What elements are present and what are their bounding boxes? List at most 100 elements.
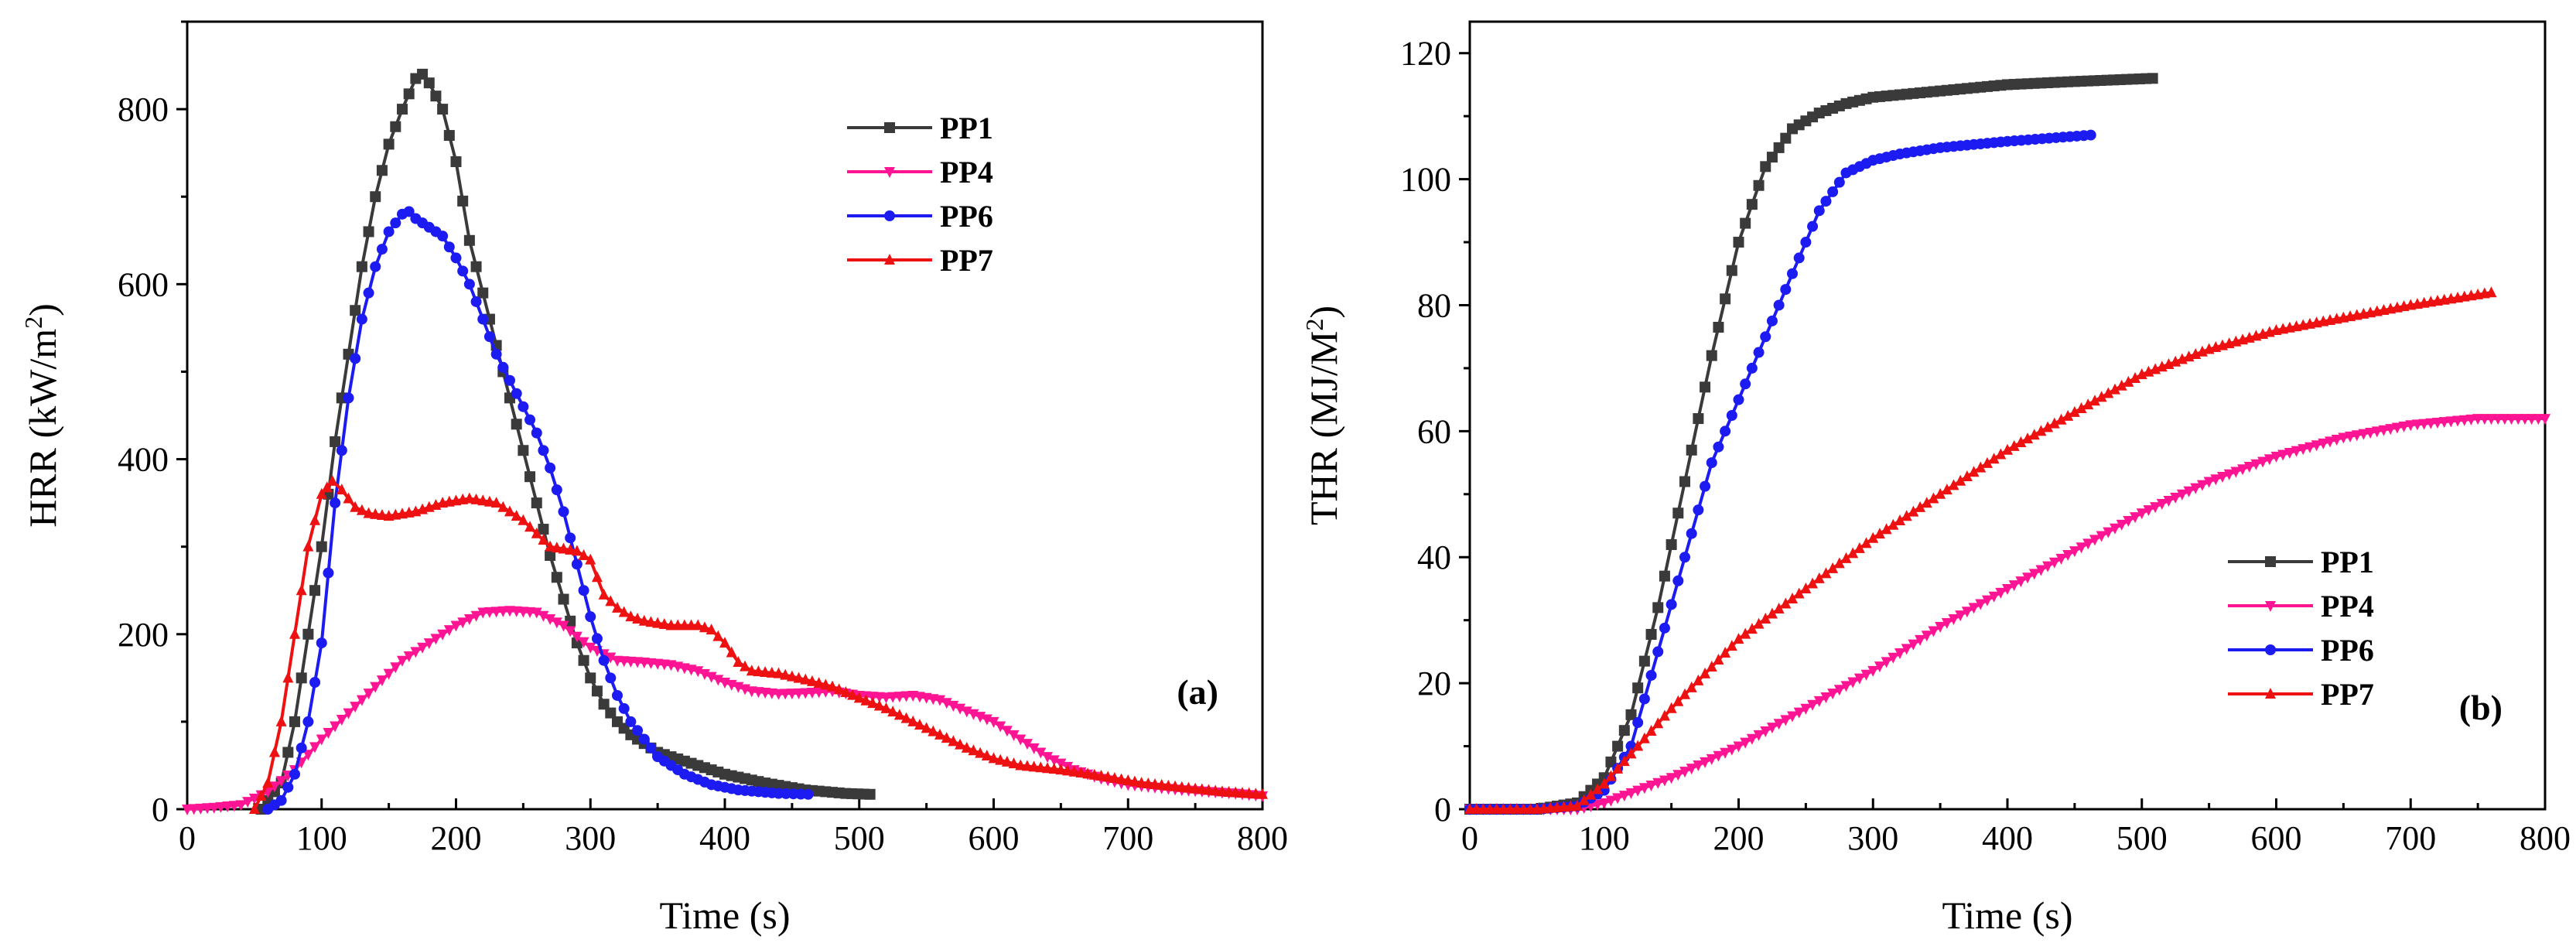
- data-point: [1163, 779, 1174, 791]
- data-point: [1666, 538, 1677, 550]
- y-axis-title: HRR (kW/m2): [19, 303, 64, 528]
- data-point: [2345, 431, 2356, 443]
- data-point: [786, 689, 798, 700]
- data-point: [2263, 454, 2275, 466]
- data-point: [893, 709, 905, 720]
- data-point: [1813, 572, 1825, 583]
- data-point: [330, 721, 341, 733]
- data-point: [995, 754, 1006, 765]
- data-point: [1740, 217, 1751, 229]
- data-point: [591, 571, 603, 583]
- data-point: [363, 226, 374, 238]
- data-point: [2291, 446, 2302, 457]
- data-point: [2069, 546, 2080, 558]
- data-point: [1908, 639, 1919, 651]
- data-point: [1820, 567, 1832, 579]
- data-point: [1230, 786, 1242, 798]
- data-point: [343, 492, 354, 504]
- data-point: [1746, 733, 1758, 745]
- data-point: [1733, 237, 1744, 248]
- data-point: [390, 662, 401, 674]
- data-point: [1847, 677, 1859, 689]
- y-axis-title: THR (MJ/M2): [1300, 306, 1345, 525]
- data-point: [363, 689, 374, 700]
- data-point: [2411, 419, 2423, 431]
- legend-entry-pp1: PP1: [847, 111, 993, 145]
- data-point: [1746, 623, 1758, 634]
- data-point: [2055, 413, 2067, 425]
- data-point: [1847, 547, 1859, 559]
- data-point: [2432, 417, 2443, 429]
- data-point: [726, 646, 737, 658]
- data-point: [2371, 426, 2383, 438]
- data-point: [1585, 788, 1597, 800]
- data-point: [1793, 707, 1805, 719]
- data-point: [1787, 268, 1798, 279]
- data-point: [955, 738, 966, 750]
- data-point: [1652, 717, 1664, 729]
- data-point: [551, 484, 562, 496]
- data-point: [2069, 405, 2080, 417]
- data-point: [1612, 740, 1624, 752]
- data-point: [1874, 528, 1885, 539]
- data-point: [470, 296, 482, 307]
- data-point: [800, 688, 811, 699]
- data-point: [1981, 595, 1993, 607]
- data-point: [1780, 132, 1792, 144]
- x-tick-label: 700: [1102, 819, 1153, 857]
- data-point: [712, 675, 724, 686]
- data-point: [504, 374, 515, 386]
- data-point: [887, 692, 899, 703]
- data-point: [504, 505, 515, 517]
- plot-frame: [186, 20, 1264, 811]
- data-point: [578, 654, 589, 666]
- data-point: [2425, 418, 2437, 429]
- data-point: [470, 261, 482, 272]
- data-point: [268, 746, 280, 757]
- data-point: [1773, 603, 1785, 614]
- data-point: [1706, 350, 1717, 361]
- data-point: [2150, 502, 2161, 514]
- x-tick-label: 400: [1982, 819, 2033, 857]
- data-point: [410, 647, 422, 658]
- data-point: [497, 501, 509, 512]
- y-tick-label: 60: [1417, 412, 1451, 450]
- data-point: [1941, 617, 1952, 629]
- data-point: [2110, 383, 2120, 395]
- data-point: [1928, 492, 1939, 504]
- data-point: [1961, 607, 1973, 618]
- data-point: [860, 694, 872, 706]
- data-point: [1679, 476, 1690, 487]
- data-point: [1021, 739, 1033, 750]
- data-point: [538, 524, 549, 535]
- x-tick-label: 800: [1237, 819, 1288, 857]
- data-point: [887, 706, 899, 717]
- data-point: [2378, 425, 2390, 436]
- data-point: [443, 130, 455, 142]
- data-point: [873, 699, 885, 711]
- data-point: [2028, 569, 2040, 580]
- data-point: [565, 532, 576, 544]
- data-point: [733, 655, 744, 667]
- data-point: [531, 497, 542, 509]
- data-point: [699, 668, 710, 680]
- data-point: [2130, 371, 2141, 383]
- data-point: [1243, 787, 1255, 798]
- data-point: [1726, 744, 1737, 756]
- data-point: [1713, 441, 1724, 453]
- data-point: [1075, 767, 1087, 778]
- data-point: [1638, 693, 1650, 705]
- data-point: [282, 781, 294, 793]
- data-point: [1055, 764, 1067, 775]
- data-point: [2304, 442, 2315, 453]
- data-point: [1693, 760, 1704, 771]
- data-point: [370, 682, 381, 693]
- data-point: [390, 121, 401, 132]
- series-pp4: [1464, 414, 2550, 815]
- data-point: [1598, 798, 1610, 809]
- data-point: [302, 628, 314, 640]
- y-tick-label: 600: [118, 265, 169, 303]
- data-point: [900, 712, 912, 723]
- data-point: [1720, 425, 1731, 437]
- data-point: [2452, 415, 2464, 427]
